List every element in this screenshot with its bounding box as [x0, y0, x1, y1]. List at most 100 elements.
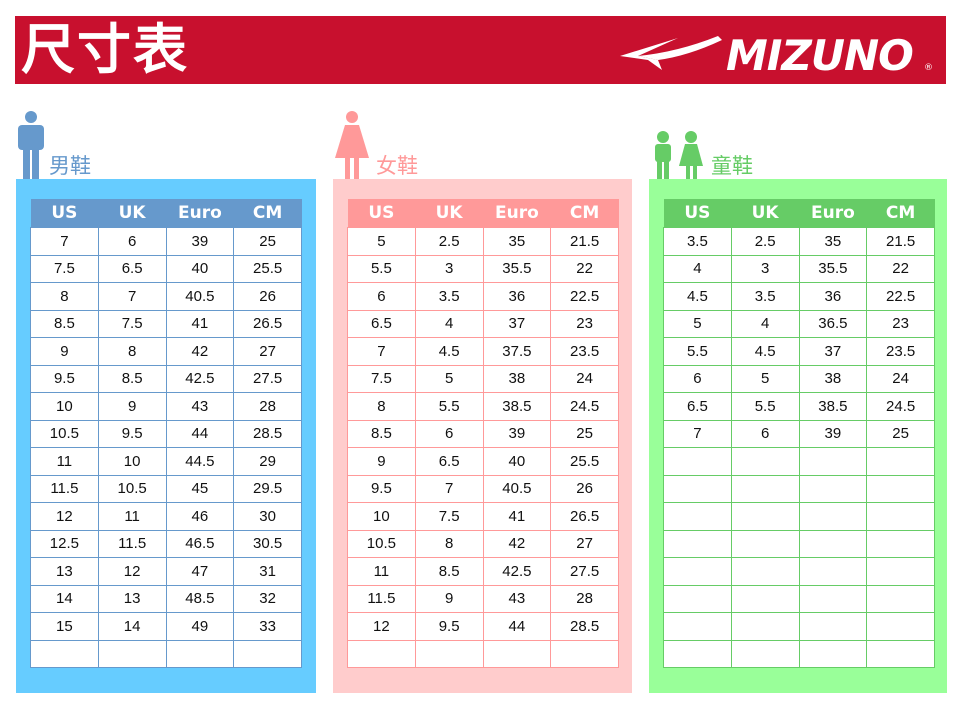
table-cell: 14	[30, 584, 99, 613]
table-cell: 4.5	[663, 282, 732, 311]
table-row	[663, 502, 935, 531]
header-banner: 尺寸表 MIZUNO ®	[15, 16, 946, 84]
table-cell: 24	[550, 364, 619, 393]
table-cell: 10.5	[97, 474, 167, 503]
table-cell: 23	[550, 309, 619, 338]
table-cell: 25	[866, 419, 935, 448]
table-cell: 38	[798, 364, 868, 393]
table-cell: 11.5	[347, 584, 416, 613]
table-cell: 7.5	[414, 502, 484, 531]
table-cell: 44	[482, 612, 552, 641]
table-cell: 30.5	[233, 529, 302, 558]
table-cell: 8.5	[30, 309, 99, 338]
table-row: 9.5 7 40.5 26	[347, 474, 619, 503]
table-cell: 30	[233, 502, 302, 531]
table-cell: 8.5	[414, 557, 484, 586]
table-row: 15 14 49 33	[30, 612, 302, 641]
table-cell: 36	[482, 282, 552, 311]
women-size-table: US UK Euro CM 5 2.5 35 21.5 5.5 3 35.5 22 6 3.5 36 22.5…	[347, 199, 619, 668]
table-cell: 35.5	[798, 254, 868, 283]
table-cell: 8	[347, 392, 416, 421]
table-cell: 38	[482, 364, 552, 393]
table-row: 10 9 43 28	[30, 392, 302, 421]
table-row: 10.5 9.5 44 28.5	[30, 419, 302, 448]
table-row: 9 8 42 27	[30, 337, 302, 366]
table-cell: 35	[798, 227, 868, 256]
table-row	[663, 612, 935, 641]
table-cell: 42	[165, 337, 235, 366]
table-cell: 9	[30, 337, 99, 366]
table-cell: 22.5	[866, 282, 935, 311]
table-cell: 40.5	[165, 282, 235, 311]
table-cell	[798, 612, 868, 641]
table-cell: 28.5	[233, 419, 302, 448]
kids-panel: US UK Euro CM 3.5 2.5 35 21.5 4 3 35.5 22 4.5 3.5 36 22…	[649, 179, 947, 693]
woman-icon	[335, 111, 369, 180]
table-row	[663, 639, 935, 668]
table-cell: 10	[97, 447, 167, 476]
table-row: 7 6 39 25	[663, 419, 935, 448]
table-cell: 47	[165, 557, 235, 586]
table-cell: 10	[30, 392, 99, 421]
table-row	[30, 639, 302, 668]
table-row: 3.5 2.5 35 21.5	[663, 227, 935, 256]
table-cell: 13	[97, 584, 167, 613]
table-cell: 28.5	[550, 612, 619, 641]
table-cell: 8.5	[97, 364, 167, 393]
table-cell: 23.5	[866, 337, 935, 366]
table-cell	[798, 447, 868, 476]
men-panel: US UK Euro CM 7 6 39 25 7.5 6.5 40 25.5 8 7 40.5 26 8.5 7…	[16, 179, 316, 693]
table-cell: 4.5	[730, 337, 800, 366]
table-cell: 9	[97, 392, 167, 421]
table-cell: 12	[97, 557, 167, 586]
table-row: 11.5 9 43 28	[347, 584, 619, 613]
table-row	[663, 584, 935, 613]
table-cell: 7	[414, 474, 484, 503]
table-cell: 23.5	[550, 337, 619, 366]
table-cell: 35.5	[482, 254, 552, 283]
column-header: Euro	[483, 199, 551, 228]
table-cell: 9.5	[347, 474, 416, 503]
table-cell: 26	[233, 282, 302, 311]
table-cell: 43	[482, 584, 552, 613]
table-row: 11 8.5 42.5 27.5	[347, 557, 619, 586]
table-header-row: US UK Euro CM	[347, 199, 619, 228]
table-cell: 23	[866, 309, 935, 338]
table-cell	[866, 612, 935, 641]
table-cell: 7.5	[30, 254, 99, 283]
table-cell: 27	[550, 529, 619, 558]
table-cell: 8	[97, 337, 167, 366]
table-cell: 2.5	[414, 227, 484, 256]
table-cell	[798, 529, 868, 558]
table-cell: 11.5	[97, 529, 167, 558]
table-cell: 6	[414, 419, 484, 448]
table-cell: 7	[30, 227, 99, 256]
table-cell: 39	[165, 227, 235, 256]
table-cell	[866, 584, 935, 613]
table-cell: 5	[730, 364, 800, 393]
table-row: 10.5 8 42 27	[347, 529, 619, 558]
table-row: 11 10 44.5 29	[30, 447, 302, 476]
table-cell: 38.5	[482, 392, 552, 421]
table-cell: 27	[233, 337, 302, 366]
table-cell: 33	[233, 612, 302, 641]
table-row	[663, 447, 935, 476]
table-cell: 21.5	[866, 227, 935, 256]
column-header: US	[663, 199, 732, 228]
women-title: 女鞋	[376, 154, 418, 178]
table-cell: 45	[165, 474, 235, 503]
table-cell	[866, 529, 935, 558]
table-cell: 3.5	[414, 282, 484, 311]
table-cell: 40	[482, 447, 552, 476]
table-cell: 5	[347, 227, 416, 256]
table-cell: 2.5	[730, 227, 800, 256]
table-row: 5 4 36.5 23	[663, 309, 935, 338]
table-cell	[798, 639, 868, 668]
table-cell: 7	[97, 282, 167, 311]
column-header: CM	[233, 199, 302, 228]
table-cell: 8.5	[347, 419, 416, 448]
table-cell: 28	[233, 392, 302, 421]
table-cell: 25.5	[233, 254, 302, 283]
table-cell: 5	[414, 364, 484, 393]
table-row: 8 5.5 38.5 24.5	[347, 392, 619, 421]
